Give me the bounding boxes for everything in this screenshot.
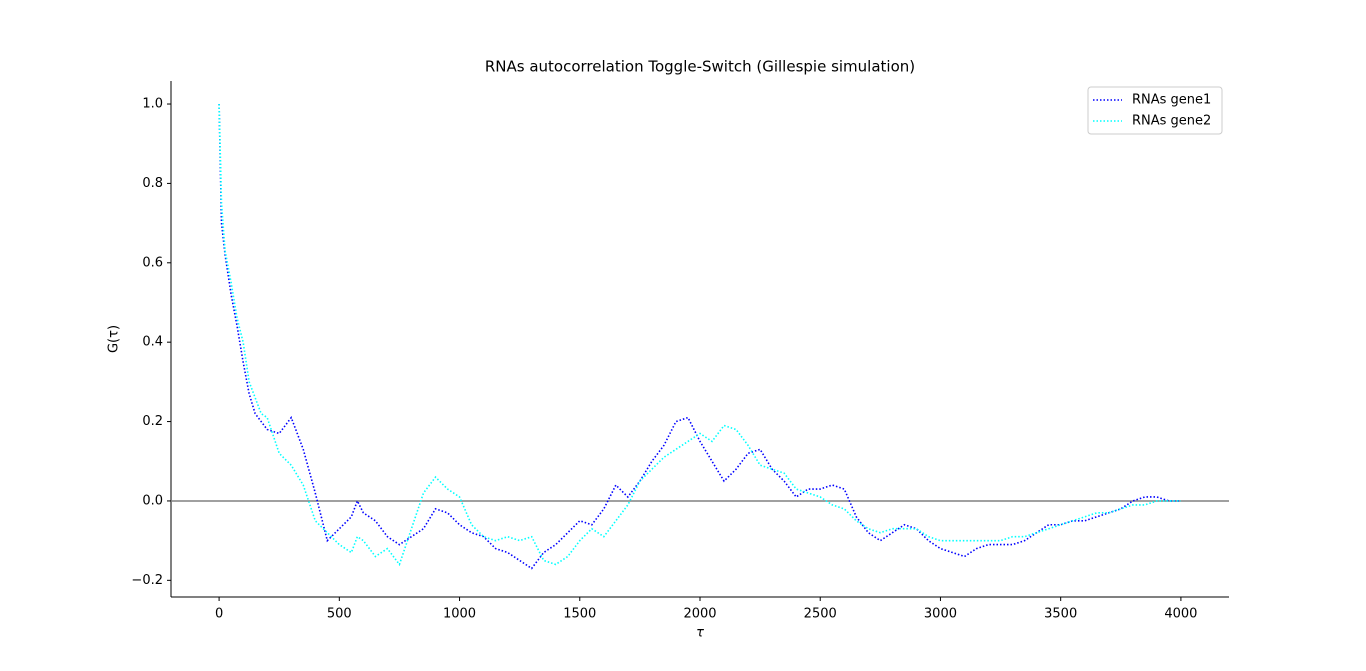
y-tick-label: 0.4: [142, 335, 163, 350]
x-axis-label: τ: [696, 626, 704, 641]
x-tick-label: 0: [215, 607, 223, 622]
x-tick-label: 1000: [443, 607, 476, 622]
y-tick-label: 0.6: [142, 255, 163, 270]
y-tick-label: −0.2: [131, 573, 163, 588]
y-tick-label: 0.0: [142, 493, 163, 508]
y-tick-label: 0.2: [142, 414, 163, 429]
y-tick-label: 1.0: [142, 97, 163, 112]
x-tick-label: 500: [327, 607, 352, 622]
data-line: [218, 104, 1181, 567]
legend-label: RNAs gene2: [1132, 114, 1211, 129]
data-line: [218, 104, 1181, 570]
y-axis-label: G(τ): [107, 325, 122, 353]
x-tick-label: 4000: [1164, 607, 1197, 622]
y-tick-label: 0.8: [142, 176, 163, 191]
legend-label: RNAs gene1: [1132, 93, 1211, 108]
x-tick-label: 2500: [804, 607, 837, 622]
legend-box: [1087, 86, 1223, 135]
x-tick-label: 3500: [1044, 607, 1077, 622]
x-tick-label: 3000: [924, 607, 957, 622]
x-tick-label: 2000: [683, 607, 716, 622]
chart-title: RNAs autocorrelation Toggle-Switch (Gill…: [485, 58, 915, 76]
x-tick-label: 1500: [563, 607, 596, 622]
